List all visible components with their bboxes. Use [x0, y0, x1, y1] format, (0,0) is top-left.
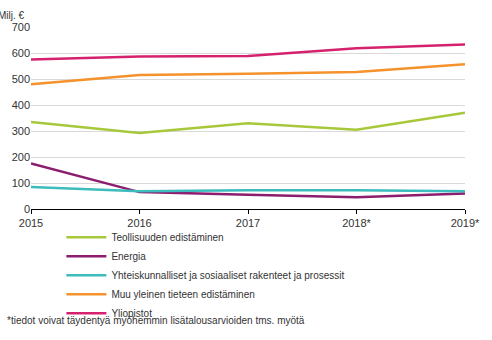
svg-text:2018*: 2018* [342, 217, 371, 229]
svg-text:Yliopistot: Yliopistot [111, 308, 152, 319]
svg-text:Yhteiskunnalliset ja sosiaalis: Yhteiskunnalliset ja sosiaaliset rakente… [111, 270, 344, 281]
svg-text:600: 600 [12, 47, 30, 59]
svg-text:*tiedot voivat täydentyä myöhe: *tiedot voivat täydentyä myöhemmin lisät… [7, 315, 305, 326]
svg-text:500: 500 [12, 73, 30, 85]
svg-text:700: 700 [12, 21, 30, 33]
svg-text:100: 100 [12, 177, 30, 189]
svg-text:Muu yleinen tieteen edistämine: Muu yleinen tieteen edistäminen [111, 289, 254, 300]
svg-text:2016: 2016 [127, 217, 151, 229]
svg-text:200: 200 [12, 151, 30, 163]
svg-text:0: 0 [24, 203, 30, 215]
svg-text:2017: 2017 [236, 217, 260, 229]
svg-text:2015: 2015 [19, 217, 43, 229]
svg-text:400: 400 [12, 99, 30, 111]
svg-text:Milj. €: Milj. € [0, 10, 25, 21]
svg-text:300: 300 [12, 125, 30, 137]
svg-text:Energia: Energia [111, 251, 146, 262]
svg-text:2019*: 2019* [451, 217, 480, 229]
svg-text:Teollisuuden edistäminen: Teollisuuden edistäminen [111, 232, 223, 243]
